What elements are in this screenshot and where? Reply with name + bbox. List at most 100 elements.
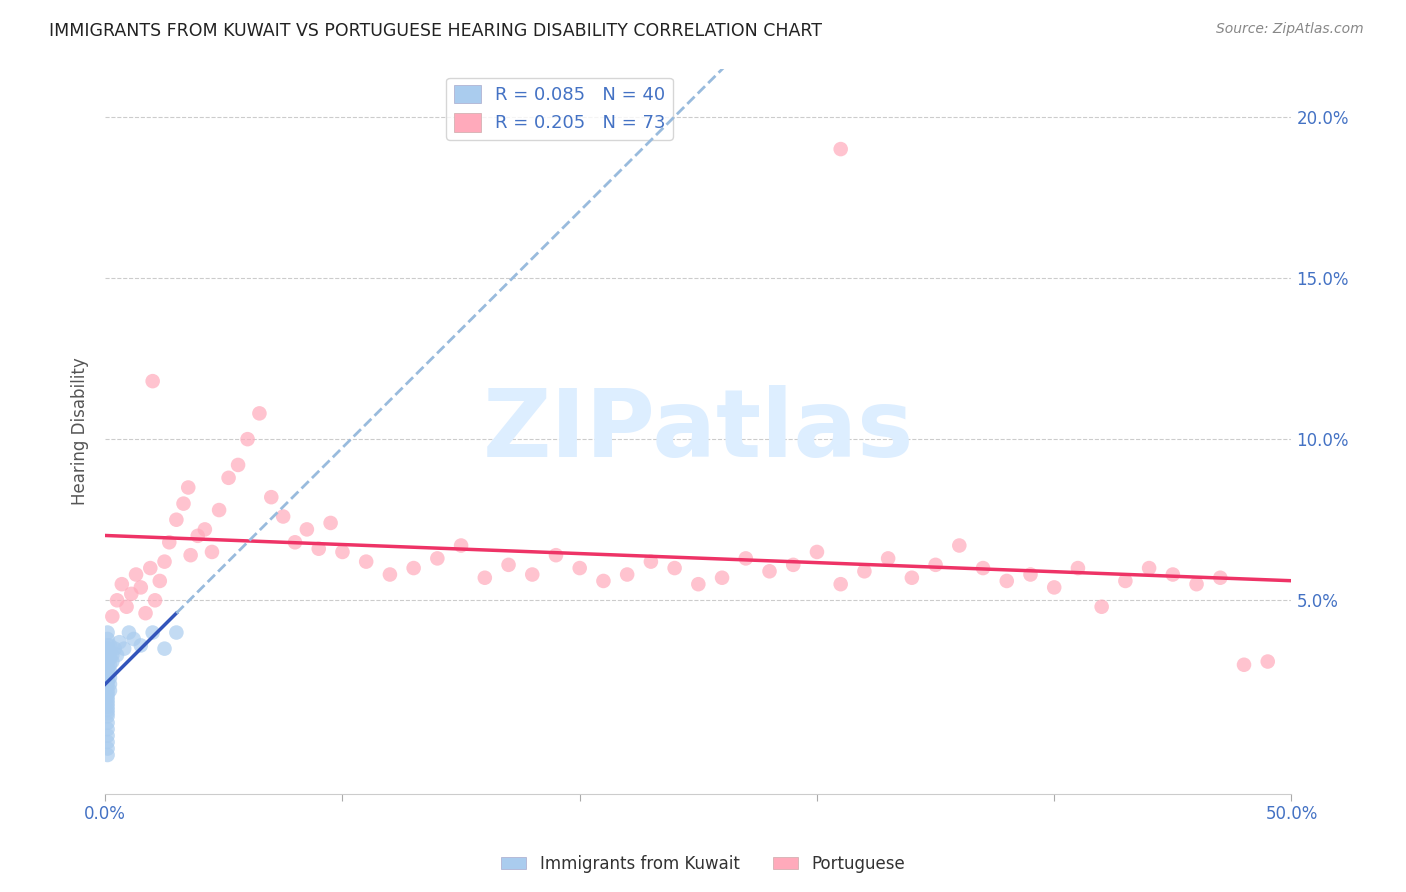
Point: [97, 657, 120, 672]
Point: [139, 561, 162, 575]
Point: [688, 577, 710, 591]
Point: [474, 571, 496, 585]
Point: [187, 529, 209, 543]
Point: [284, 535, 307, 549]
Point: [98, 664, 121, 678]
Text: ZIPatlas: ZIPatlas: [482, 385, 914, 477]
Point: [97, 687, 120, 701]
Point: [97, 673, 120, 688]
Point: [98, 657, 121, 672]
Point: [101, 655, 124, 669]
Point: [995, 574, 1018, 588]
Point: [208, 503, 231, 517]
Point: [295, 522, 318, 536]
Point: [149, 574, 172, 588]
Text: IMMIGRANTS FROM KUWAIT VS PORTUGUESE HEARING DISABILITY CORRELATION CHART: IMMIGRANTS FROM KUWAIT VS PORTUGUESE HEA…: [49, 22, 823, 40]
Point: [1019, 567, 1042, 582]
Point: [135, 606, 157, 620]
Point: [97, 697, 120, 711]
Point: [97, 690, 120, 704]
Point: [1257, 655, 1279, 669]
Point: [98, 677, 121, 691]
Point: [97, 706, 120, 720]
Point: [105, 648, 128, 662]
Point: [98, 645, 121, 659]
Legend: R = 0.085   N = 40, R = 0.205   N = 73: R = 0.085 N = 40, R = 0.205 N = 73: [446, 78, 673, 140]
Point: [378, 567, 401, 582]
Point: [105, 593, 128, 607]
Point: [173, 497, 195, 511]
Point: [129, 639, 152, 653]
Point: [97, 699, 120, 714]
Point: [924, 558, 946, 572]
Point: [236, 432, 259, 446]
Point: [97, 641, 120, 656]
Point: [354, 555, 377, 569]
Point: [498, 558, 520, 572]
Point: [101, 648, 124, 662]
Point: [97, 645, 120, 659]
Point: [97, 729, 120, 743]
Point: [1209, 571, 1232, 585]
Point: [97, 648, 120, 662]
Point: [271, 509, 294, 524]
Point: [616, 567, 638, 582]
Point: [120, 587, 142, 601]
Point: [97, 703, 120, 717]
Point: [97, 667, 120, 681]
Point: [664, 561, 686, 575]
Y-axis label: Hearing Disability: Hearing Disability: [72, 357, 89, 505]
Point: [308, 541, 330, 556]
Point: [734, 551, 756, 566]
Point: [1137, 561, 1160, 575]
Point: [853, 564, 876, 578]
Point: [1161, 567, 1184, 582]
Point: [97, 709, 120, 723]
Point: [426, 551, 449, 566]
Point: [122, 632, 145, 646]
Point: [142, 625, 165, 640]
Point: [1114, 574, 1136, 588]
Point: [1233, 657, 1256, 672]
Point: [129, 581, 152, 595]
Point: [97, 723, 120, 737]
Point: [104, 641, 127, 656]
Point: [97, 632, 120, 646]
Point: [194, 522, 217, 536]
Point: [153, 641, 176, 656]
Point: [1067, 561, 1090, 575]
Point: [522, 567, 544, 582]
Point: [111, 577, 134, 591]
Point: [97, 664, 120, 678]
Point: [97, 747, 120, 762]
Point: [592, 574, 614, 588]
Point: [877, 551, 900, 566]
Point: [544, 548, 567, 562]
Point: [402, 561, 425, 575]
Point: [97, 625, 120, 640]
Point: [806, 545, 828, 559]
Point: [901, 571, 924, 585]
Point: [165, 625, 187, 640]
Point: [1185, 577, 1208, 591]
Legend: Immigrants from Kuwait, Portuguese: Immigrants from Kuwait, Portuguese: [495, 848, 911, 880]
Point: [153, 555, 176, 569]
Point: [97, 639, 120, 653]
Point: [830, 577, 852, 591]
Point: [115, 599, 138, 614]
Point: [201, 545, 224, 559]
Point: [125, 567, 148, 582]
Point: [98, 639, 121, 653]
Point: [112, 641, 135, 656]
Point: [142, 374, 165, 388]
Point: [1091, 599, 1114, 614]
Point: [157, 535, 180, 549]
Point: [101, 609, 124, 624]
Point: [97, 655, 120, 669]
Point: [98, 671, 121, 685]
Point: [97, 693, 120, 707]
Point: [640, 555, 662, 569]
Point: [1043, 581, 1066, 595]
Point: [177, 481, 200, 495]
Point: [249, 406, 271, 420]
